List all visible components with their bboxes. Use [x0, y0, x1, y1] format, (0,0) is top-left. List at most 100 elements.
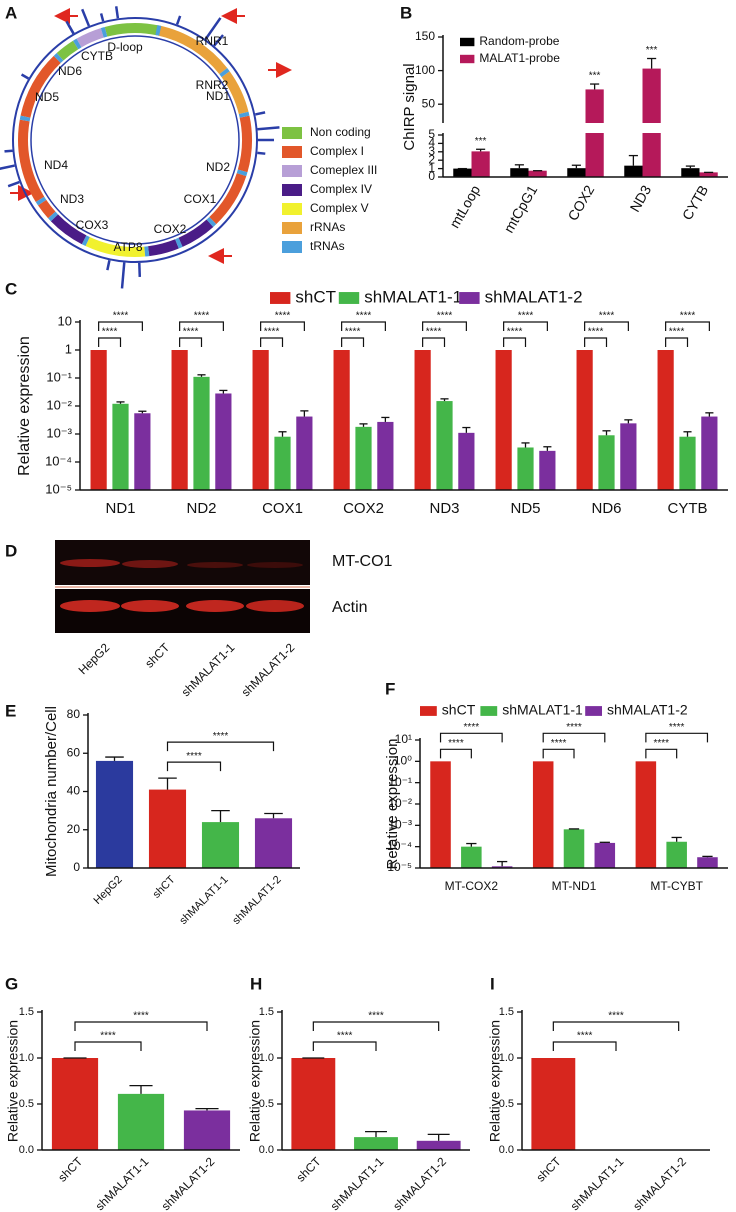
signal-peak	[257, 126, 280, 131]
panel-label: C	[5, 279, 17, 298]
genome-segment	[104, 23, 160, 37]
significance-bracket	[542, 732, 606, 743]
y-tick-label: 4	[428, 136, 435, 150]
outer-ring	[12, 17, 258, 263]
bar	[491, 866, 513, 868]
significance: ****	[100, 1031, 116, 1042]
x-tick-label: shMALAT1-2	[630, 1154, 689, 1212]
y-tick-label: 1.0	[259, 1052, 274, 1064]
bar	[635, 761, 657, 868]
significance: ***	[475, 136, 487, 147]
gene-label: RNR1	[196, 34, 229, 48]
y-axis-label: Relative expression	[5, 1020, 21, 1142]
legend-label: MALAT1-probe	[479, 51, 560, 65]
signal-peak	[120, 262, 126, 289]
y-tick-label: 1.5	[259, 1006, 274, 1018]
legend-label: Non coding	[310, 125, 371, 139]
x-tick-label: ND1	[105, 500, 135, 517]
genome-segment	[85, 236, 146, 257]
genome-segment	[76, 28, 104, 48]
genome-segment	[147, 239, 179, 257]
y-tick-label: 1	[428, 161, 435, 175]
x-tick-label: COX2	[343, 500, 384, 517]
genome-segment	[157, 25, 228, 75]
significance-bracket	[260, 337, 284, 347]
x-tick-label: shMALAT1-1	[93, 1154, 152, 1212]
significance: ****	[275, 311, 291, 322]
band-label: Actin	[332, 599, 368, 616]
significance-bracket	[584, 337, 608, 347]
genome-segment	[50, 214, 87, 245]
bar	[679, 436, 696, 490]
panel-label: B	[400, 3, 412, 22]
y-axis-label: Relative expression	[16, 336, 33, 476]
x-tick-label: mtCpG1	[500, 182, 540, 235]
x-tick-label: mtLoop	[446, 182, 483, 231]
genome-segment	[237, 115, 252, 173]
significance: ****	[566, 722, 582, 733]
significance-bracket	[98, 321, 143, 331]
signal-peak	[204, 17, 222, 40]
significance: ****	[337, 1031, 353, 1042]
significance: ****	[183, 327, 199, 338]
legend-swatch	[282, 203, 302, 215]
bar	[416, 1140, 461, 1150]
significance: ****	[577, 1031, 593, 1042]
gene-label: ND6	[58, 64, 82, 78]
significance: ****	[680, 311, 696, 322]
y-tick-label: 0	[73, 860, 80, 874]
genome-segment	[178, 219, 214, 247]
legend-swatch	[282, 184, 302, 196]
panel-label: H	[250, 974, 262, 993]
panel-label: F	[385, 679, 395, 698]
y-tick-label: 10¹	[395, 732, 412, 746]
x-tick-label: ND5	[510, 500, 540, 517]
genome-segment	[56, 40, 79, 61]
band-label: MT-CO1	[332, 553, 393, 570]
bar	[517, 447, 534, 490]
legend-swatch	[460, 37, 475, 47]
y-tick-label: 50	[422, 96, 436, 110]
gene-label: COX2	[154, 222, 187, 236]
y-tick-label: 2	[428, 152, 435, 166]
arrows	[10, 8, 292, 264]
bar	[598, 435, 615, 490]
signal-peak	[20, 73, 30, 80]
bar	[274, 436, 291, 490]
significance-bracket	[645, 732, 709, 743]
significance: ****	[608, 1011, 624, 1022]
y-tick-label: 10⁻³	[388, 818, 412, 832]
y-tick-label: 0	[428, 169, 435, 183]
significance-bracket	[584, 321, 629, 331]
signal-peak	[255, 111, 266, 116]
bar	[148, 789, 187, 868]
x-tick-label: shCT	[55, 1154, 86, 1185]
bar	[252, 350, 269, 490]
blot-divider	[55, 586, 310, 588]
bar	[95, 760, 134, 868]
x-tick-label: COX1	[262, 500, 303, 517]
significance: ****	[448, 738, 464, 749]
bar	[436, 401, 453, 490]
band	[246, 600, 304, 612]
y-tick-label: 10⁻²	[388, 796, 412, 810]
x-tick-label: shMALAT1-2	[159, 1154, 218, 1212]
bar	[296, 416, 313, 490]
significance: ****	[551, 738, 567, 749]
significance: ****	[464, 722, 480, 733]
bar	[657, 350, 674, 490]
legend-label: Complex V	[310, 201, 369, 215]
genome-segment	[209, 172, 247, 225]
gene-label: RNR2	[196, 78, 229, 92]
legend-swatch	[282, 127, 302, 139]
y-tick-label: 0.0	[19, 1144, 34, 1156]
bar	[51, 1058, 99, 1150]
x-tick-label: CYTB	[679, 182, 712, 222]
legend-label: tRNAs	[310, 239, 345, 253]
trna-segment	[35, 196, 47, 206]
significance-bracket	[665, 337, 689, 347]
bar	[471, 151, 490, 177]
x-tick-label: ND3	[626, 182, 654, 214]
bar	[201, 822, 240, 868]
significance-bracket	[166, 761, 222, 772]
